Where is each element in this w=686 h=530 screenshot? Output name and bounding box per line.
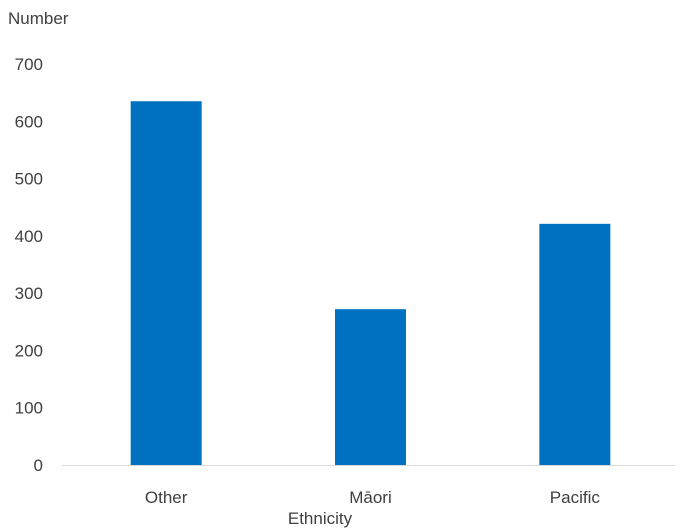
- y-tick-label: 300: [15, 284, 43, 303]
- bars: [130, 101, 611, 465]
- y-tick-label: 400: [15, 227, 43, 246]
- bar-mori: [335, 309, 406, 465]
- y-tick-label: 500: [15, 170, 43, 189]
- bar-pacific: [539, 223, 611, 465]
- x-axis-ticks: Other Māori Pacific: [145, 488, 600, 507]
- y-tick-label: 0: [34, 456, 43, 475]
- y-tick-label: 200: [15, 341, 43, 360]
- bar-other: [130, 101, 202, 465]
- y-tick-label: 700: [15, 55, 43, 74]
- y-tick-label: 600: [15, 112, 43, 131]
- x-axis-title: Ethnicity: [288, 509, 353, 528]
- x-tick-label: Māori: [349, 488, 392, 507]
- y-axis-title: Number: [8, 9, 69, 28]
- x-tick-label: Pacific: [550, 488, 601, 507]
- x-tick-label: Other: [145, 488, 188, 507]
- y-tick-label: 100: [15, 399, 43, 418]
- y-axis-ticks: 0 100 200 300 400 500 600 700: [15, 55, 43, 475]
